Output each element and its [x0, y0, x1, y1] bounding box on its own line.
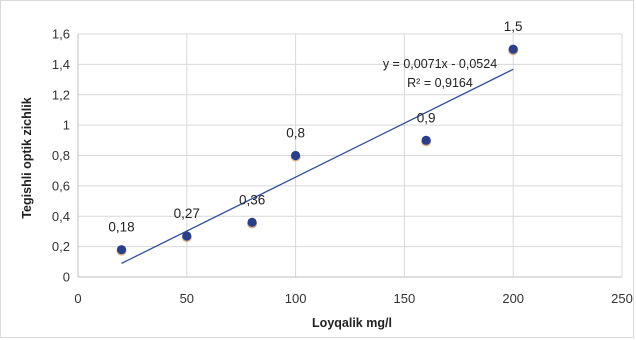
data-points	[116, 44, 519, 256]
x-axis-title: Loyqalik mg/l	[312, 316, 392, 330]
y-tick-label: 1,2	[52, 87, 70, 102]
x-tick-label: 150	[394, 291, 416, 306]
data-label: 0,8	[286, 126, 305, 141]
grid-lines	[77, 33, 623, 278]
data-label: 0,36	[239, 192, 265, 207]
data-labels: 0,18 0,27 0,36 0,8 0,9 1,5	[108, 19, 522, 234]
data-label: 0,9	[417, 110, 436, 125]
data-point	[247, 217, 257, 227]
y-tick-label: 0	[63, 270, 70, 285]
y-tick-label: 0,6	[52, 178, 70, 193]
trendline	[121, 68, 514, 264]
r-squared-label: R² = 0,9164	[407, 76, 473, 90]
y-tick-label: 0,2	[52, 239, 70, 254]
axes	[77, 34, 622, 278]
y-tick-label: 0,4	[52, 209, 70, 224]
x-tick-label: 50	[180, 291, 194, 306]
data-point	[291, 150, 301, 161]
data-label: 0,27	[174, 206, 200, 221]
x-tick-label: 250	[611, 291, 633, 306]
y-tick-label: 0,8	[52, 148, 70, 163]
x-tick-labels: 0 50 100 150 200 250	[74, 291, 632, 306]
data-point	[182, 231, 192, 241]
linear-trendline	[121, 68, 514, 264]
y-tick-label: 1,6	[52, 27, 70, 42]
data-point	[116, 245, 127, 255]
y-tick-labels: 0 0,2 0,4 0,6 0,8 1 1,2 1,4 1,6	[52, 27, 70, 285]
data-point	[508, 44, 518, 54]
data-label: 0,18	[108, 220, 134, 235]
trendline-equation: y = 0,0071x - 0,0524	[383, 57, 497, 71]
data-point	[421, 135, 431, 145]
x-tick-label: 200	[502, 291, 524, 306]
y-axis-title: Tegishli optik zichlik	[20, 97, 34, 218]
y-tick-label: 1,4	[52, 57, 70, 72]
x-tick-label: 0	[74, 291, 81, 306]
y-tick-label: 1	[63, 118, 70, 133]
x-tick-label: 100	[285, 291, 307, 306]
data-label: 1,5	[504, 19, 523, 34]
